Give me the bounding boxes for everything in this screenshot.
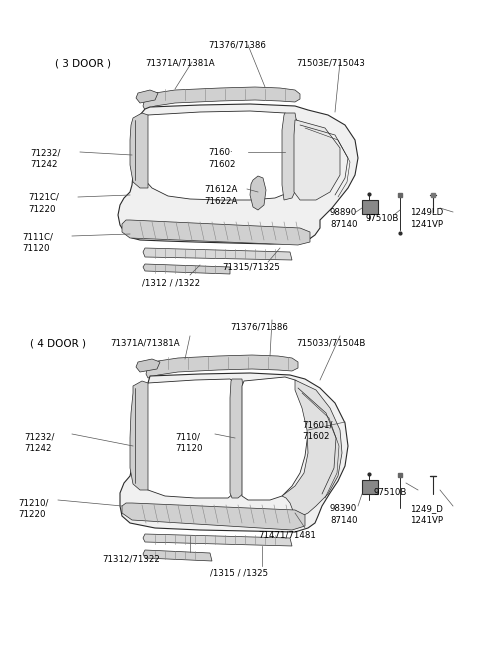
- Text: ( 3 DOOR ): ( 3 DOOR ): [55, 58, 111, 68]
- Text: 98890: 98890: [330, 208, 357, 217]
- Text: 71120: 71120: [22, 244, 49, 253]
- Text: 71312/71322: 71312/71322: [102, 554, 160, 563]
- Text: 7110/: 7110/: [175, 432, 200, 441]
- Polygon shape: [143, 248, 292, 260]
- Polygon shape: [122, 220, 310, 245]
- Text: 1249LD: 1249LD: [410, 208, 443, 217]
- Text: 71371A/71381A: 71371A/71381A: [110, 338, 180, 347]
- Text: 71471/71481: 71471/71481: [258, 530, 316, 539]
- Polygon shape: [242, 377, 310, 500]
- Polygon shape: [282, 380, 342, 516]
- Text: 71220: 71220: [18, 510, 46, 519]
- Text: 71242: 71242: [24, 444, 51, 453]
- Text: 71601/: 71601/: [302, 420, 332, 429]
- Text: 1241VP: 1241VP: [410, 516, 443, 525]
- Text: 71376/71386: 71376/71386: [230, 322, 288, 331]
- Text: 71376/71386: 71376/71386: [208, 40, 266, 49]
- Text: 97510B: 97510B: [374, 488, 408, 497]
- Polygon shape: [250, 176, 266, 210]
- Text: 71503E/715043: 71503E/715043: [296, 58, 365, 67]
- Polygon shape: [140, 111, 308, 200]
- Polygon shape: [230, 379, 244, 498]
- Text: 7111C/: 7111C/: [22, 232, 53, 241]
- Text: 71602: 71602: [208, 160, 236, 169]
- Polygon shape: [118, 104, 358, 244]
- Text: /1312 / /1322: /1312 / /1322: [142, 278, 200, 287]
- Polygon shape: [136, 359, 160, 372]
- Text: /1315 / /1325: /1315 / /1325: [210, 568, 268, 577]
- Text: 71210/: 71210/: [18, 498, 48, 507]
- Text: 97510B: 97510B: [366, 214, 399, 223]
- Text: 1249_D: 1249_D: [410, 504, 443, 513]
- Text: 71315/71325: 71315/71325: [222, 262, 280, 271]
- Text: 87140: 87140: [330, 516, 358, 525]
- Polygon shape: [130, 113, 148, 188]
- Text: 7121C/: 7121C/: [28, 193, 59, 202]
- Text: 7160·: 7160·: [208, 148, 233, 157]
- FancyBboxPatch shape: [362, 480, 378, 494]
- Text: 71232/: 71232/: [30, 148, 60, 157]
- Polygon shape: [143, 87, 300, 110]
- Text: 71602: 71602: [302, 432, 329, 441]
- Polygon shape: [138, 379, 234, 498]
- Text: 71120: 71120: [175, 444, 203, 453]
- Text: 71242: 71242: [30, 160, 58, 169]
- FancyBboxPatch shape: [362, 200, 378, 214]
- Polygon shape: [143, 534, 292, 546]
- Text: 71612A: 71612A: [204, 185, 238, 194]
- Text: 715033/71504B: 715033/71504B: [296, 338, 365, 347]
- Text: 71232/: 71232/: [24, 432, 54, 441]
- Polygon shape: [122, 503, 305, 530]
- Polygon shape: [143, 264, 230, 274]
- Text: 98390: 98390: [330, 504, 357, 513]
- Polygon shape: [294, 120, 340, 200]
- Polygon shape: [143, 550, 212, 561]
- Text: 1241VP: 1241VP: [410, 220, 443, 229]
- Text: ( 4 DOOR ): ( 4 DOOR ): [30, 338, 86, 348]
- Text: 71220: 71220: [28, 205, 56, 214]
- Text: 87140: 87140: [330, 220, 358, 229]
- Text: 71371A/71381A: 71371A/71381A: [145, 58, 215, 67]
- Polygon shape: [136, 90, 158, 103]
- Polygon shape: [282, 113, 298, 200]
- Polygon shape: [120, 373, 348, 532]
- Polygon shape: [130, 381, 148, 490]
- Polygon shape: [146, 355, 298, 378]
- Text: 71622A: 71622A: [204, 197, 238, 206]
